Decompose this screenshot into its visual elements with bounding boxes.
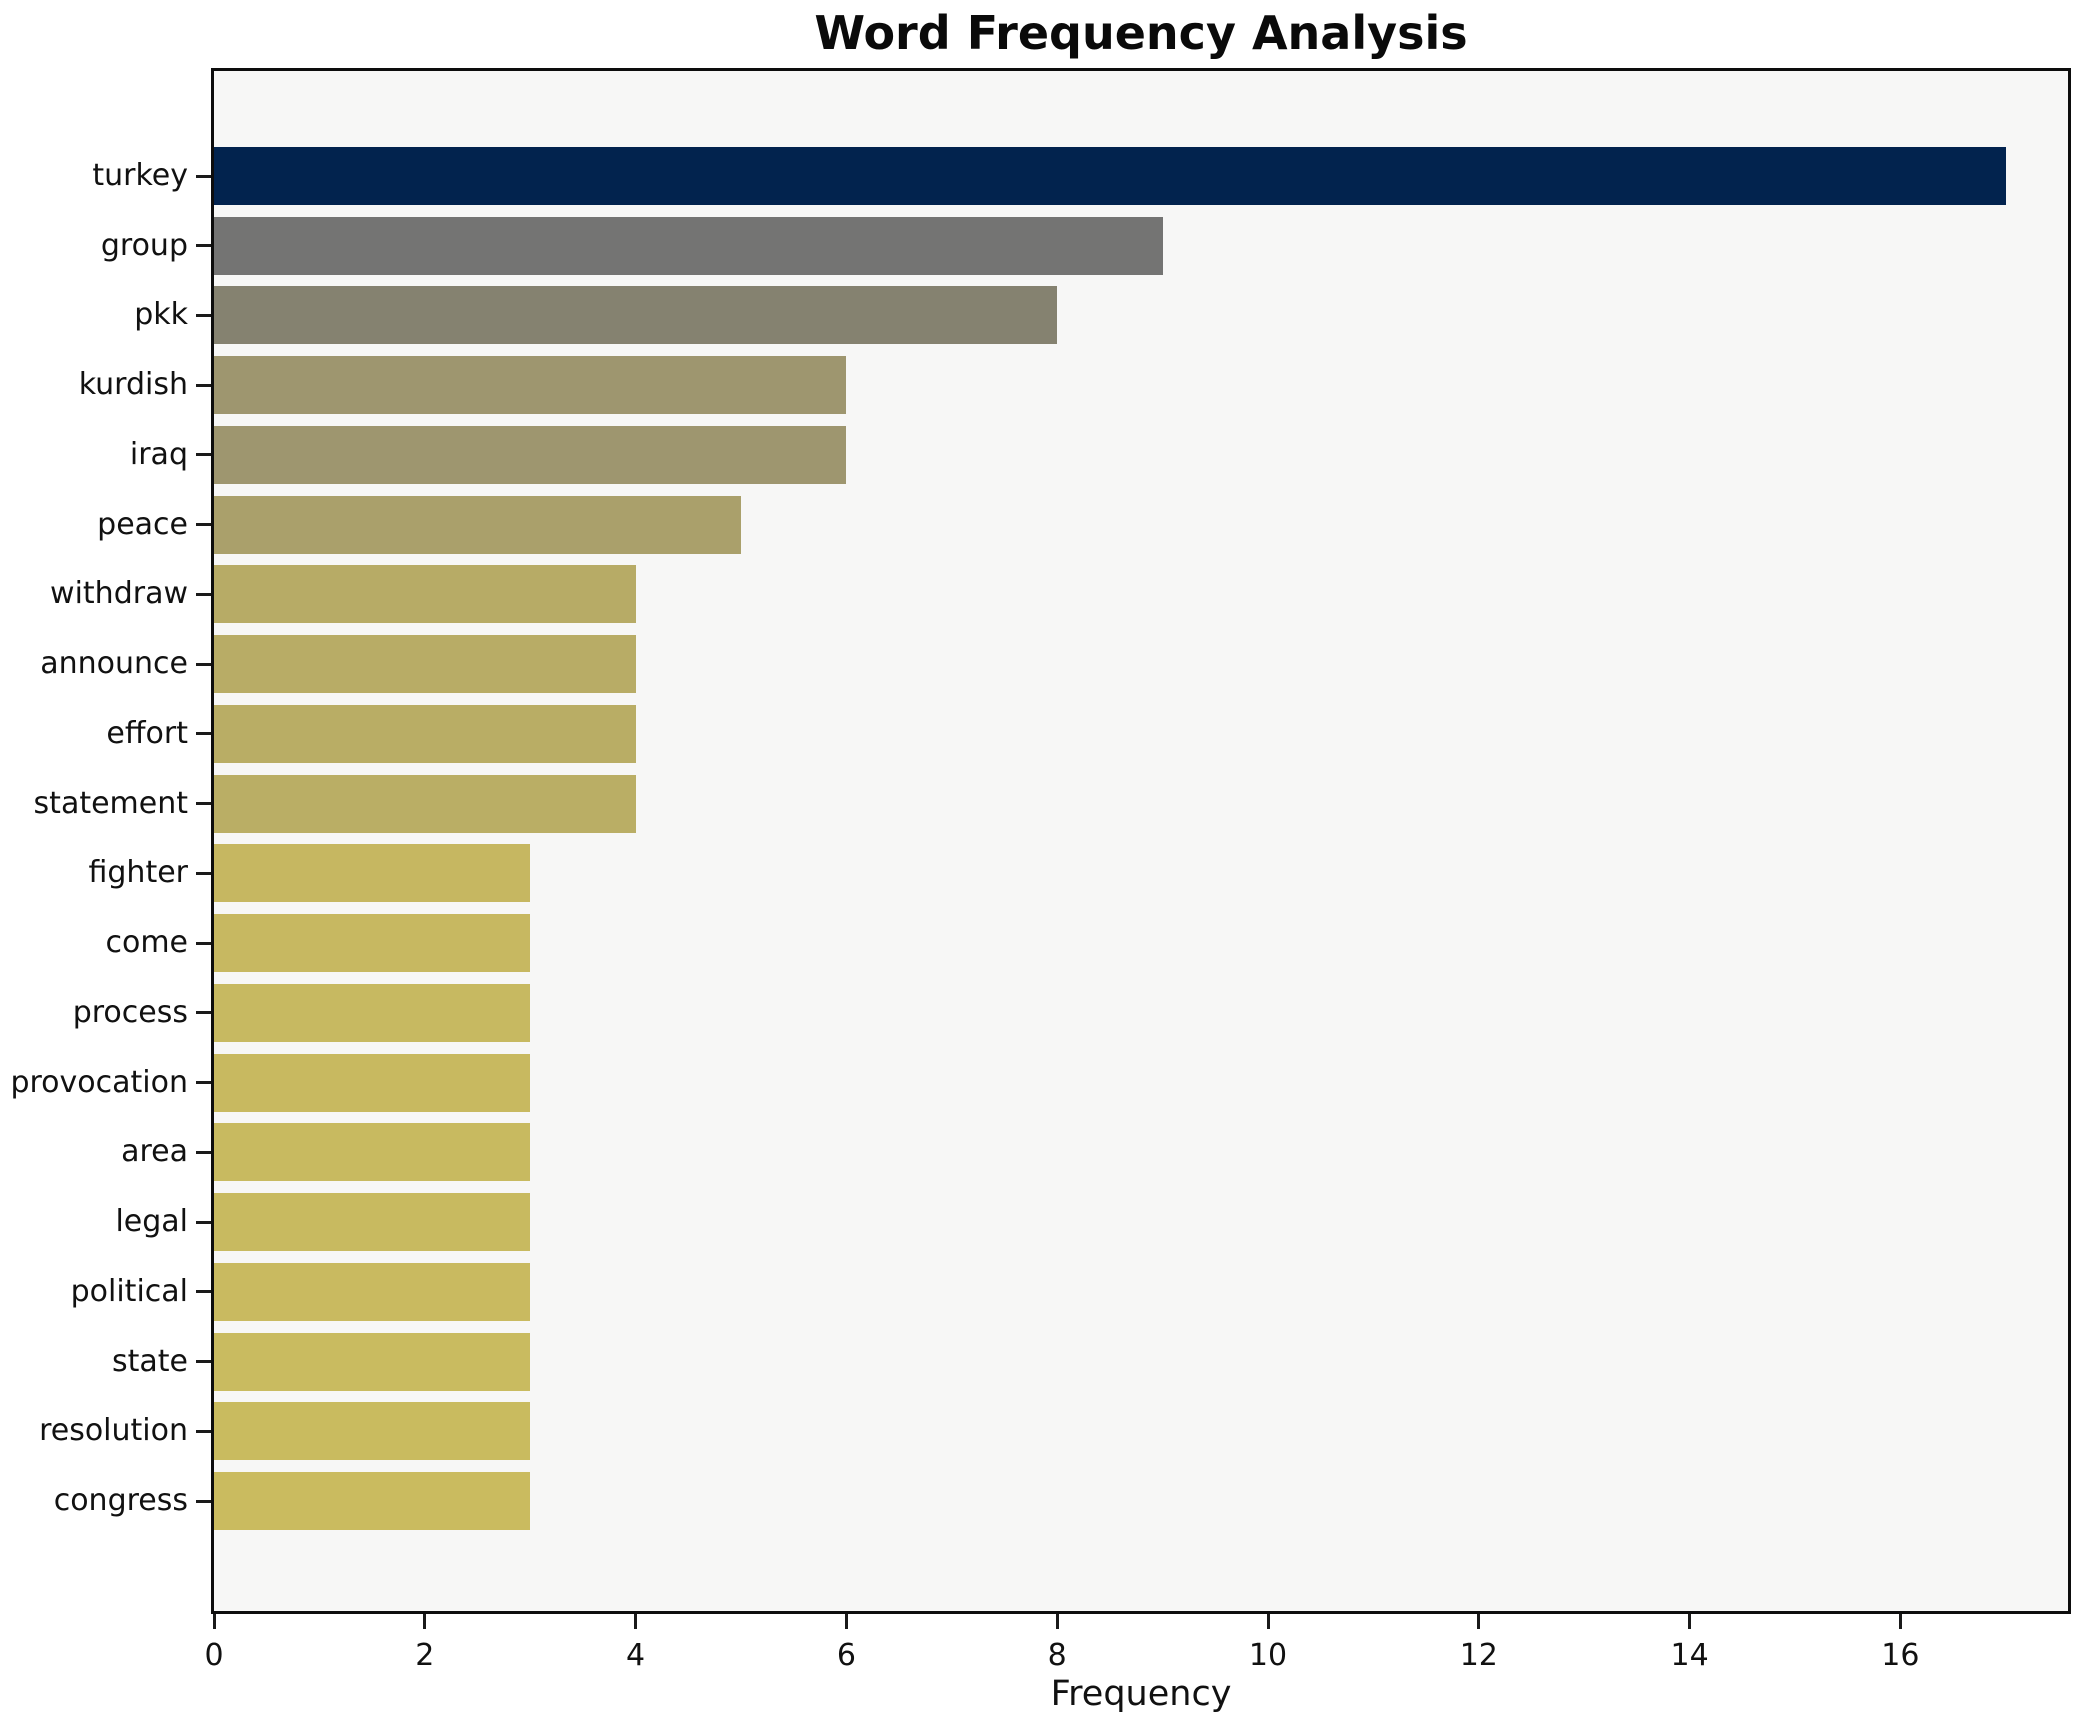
bar-kurdish	[214, 356, 846, 415]
y-tick-label-legal: legal	[115, 1204, 188, 1240]
y-tick-label-statement: statement	[33, 785, 188, 821]
y-tick-mark	[196, 174, 211, 178]
y-tick-label-peace: peace	[97, 506, 188, 542]
y-tick-label-process: process	[72, 994, 188, 1030]
y-tick-label-resolution: resolution	[39, 1413, 188, 1449]
y-tick-label-state: state	[112, 1343, 188, 1379]
y-tick-mark	[196, 523, 211, 527]
bar-turkey	[214, 147, 2006, 205]
y-tick-label-kurdish: kurdish	[78, 367, 188, 403]
x-tick-mark	[1688, 1614, 1692, 1629]
y-tick-mark	[196, 1290, 211, 1294]
y-tick-label-pkk: pkk	[134, 297, 188, 333]
bar-effort	[214, 704, 636, 763]
y-tick-label-group: group	[100, 227, 188, 263]
bar-withdraw	[214, 565, 636, 624]
x-tick-label-0: 0	[204, 1638, 224, 1673]
plot-area	[211, 68, 2071, 1614]
x-tick-label-10: 10	[1248, 1638, 1288, 1673]
bar-pkk	[214, 286, 1057, 345]
bar-congress	[214, 1472, 530, 1531]
y-tick-label-come: come	[105, 925, 188, 961]
y-tick-mark	[196, 1150, 211, 1154]
y-tick-mark	[196, 732, 211, 736]
y-tick-label-withdraw: withdraw	[50, 576, 188, 612]
y-tick-mark	[196, 592, 211, 596]
y-tick-mark	[196, 1220, 211, 1224]
x-tick-mark	[1055, 1614, 1059, 1629]
y-tick-label-iraq: iraq	[129, 436, 188, 472]
x-tick-mark	[1898, 1614, 1902, 1629]
bar-resolution	[214, 1402, 530, 1461]
y-tick-mark	[196, 313, 211, 317]
x-tick-label-12: 12	[1459, 1638, 1498, 1673]
x-tick-mark	[1266, 1614, 1270, 1629]
y-tick-mark	[196, 244, 211, 248]
x-tick-label-6: 6	[836, 1638, 856, 1673]
y-tick-mark	[196, 941, 211, 945]
bar-iraq	[214, 425, 846, 484]
y-tick-mark	[196, 1011, 211, 1015]
x-tick-mark	[634, 1614, 638, 1629]
y-tick-label-effort: effort	[106, 715, 188, 751]
y-tick-mark	[196, 1360, 211, 1364]
x-tick-mark	[212, 1614, 216, 1629]
y-tick-mark	[196, 662, 211, 666]
bar-peace	[214, 495, 741, 554]
y-tick-mark	[196, 1081, 211, 1085]
x-tick-mark	[1477, 1614, 1481, 1629]
x-tick-label-14: 14	[1670, 1638, 1709, 1673]
x-axis-label: Frequency	[1050, 1674, 1232, 1714]
bar-fighter	[214, 844, 530, 903]
y-tick-label-announce: announce	[40, 646, 188, 682]
x-tick-label-4: 4	[626, 1638, 646, 1673]
x-tick-label-8: 8	[1047, 1638, 1067, 1673]
y-tick-mark	[196, 383, 211, 387]
y-tick-label-congress: congress	[53, 1483, 188, 1519]
bar-group	[214, 216, 1163, 275]
x-tick-label-2: 2	[415, 1638, 435, 1673]
bar-come	[214, 914, 530, 973]
x-tick-mark	[423, 1614, 427, 1629]
bar-process	[214, 983, 530, 1042]
bar-state	[214, 1332, 530, 1391]
bar-announce	[214, 635, 636, 694]
y-tick-mark	[196, 453, 211, 457]
y-tick-mark	[196, 1499, 211, 1503]
y-tick-mark	[196, 1429, 211, 1433]
y-tick-label-area: area	[121, 1134, 188, 1170]
bar-provocation	[214, 1053, 530, 1112]
y-tick-mark	[196, 871, 211, 875]
y-tick-label-turkey: turkey	[92, 158, 188, 193]
x-tick-mark	[844, 1614, 848, 1629]
y-tick-mark	[196, 802, 211, 806]
chart-title: Word Frequency Analysis	[814, 6, 1468, 60]
x-tick-label-16: 16	[1881, 1638, 1920, 1673]
bar-area	[214, 1123, 530, 1182]
y-tick-label-fighter: fighter	[88, 855, 188, 891]
bar-legal	[214, 1193, 530, 1252]
bar-political	[214, 1262, 530, 1321]
y-tick-label-provocation: provocation	[10, 1064, 188, 1100]
bar-statement	[214, 774, 636, 833]
y-tick-label-political: political	[70, 1273, 188, 1309]
